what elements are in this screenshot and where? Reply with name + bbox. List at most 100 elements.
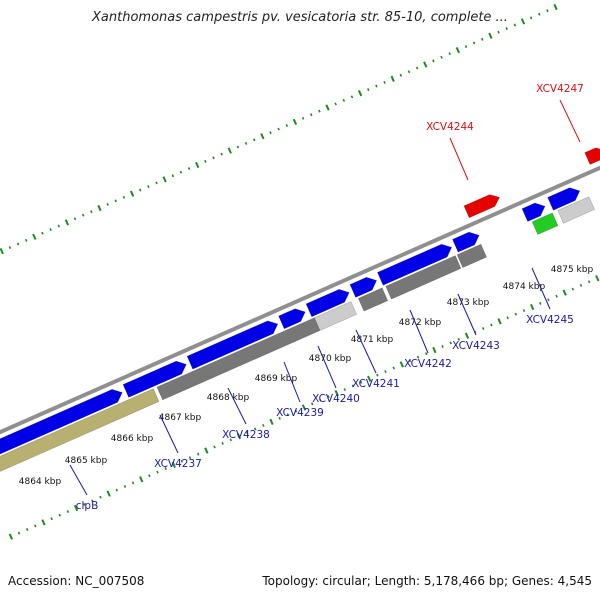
- cds-block: [377, 243, 453, 286]
- tick-mark: [229, 438, 233, 442]
- tick-mark: [171, 461, 176, 469]
- tick-mark: [319, 398, 322, 402]
- tick-mark: [50, 517, 53, 521]
- tick-mark: [57, 224, 60, 228]
- gene-label-layer: clpB XCV4237 XCV4238 XCV4239 XCV4240 XCV4241 X…: [69, 83, 584, 512]
- tick-mark: [285, 124, 289, 127]
- tick-mark: [115, 488, 119, 492]
- tick-mark: [571, 287, 575, 291]
- rna-block: [463, 194, 500, 219]
- gene-label: XCV4239: [276, 407, 324, 419]
- tick-mark: [81, 213, 85, 217]
- tick-mark: [292, 118, 298, 126]
- gene-leader-line: [355, 329, 377, 374]
- tick-mark: [90, 210, 93, 214]
- tick-mark: [457, 337, 461, 341]
- cds-block: [0, 389, 123, 455]
- tick-mark: [8, 246, 12, 250]
- tick-mark: [252, 138, 256, 142]
- tick-label: 4871 kbp: [351, 335, 394, 345]
- tick-mark: [472, 41, 476, 45]
- tick-mark: [482, 327, 485, 330]
- tick-mark: [155, 181, 158, 185]
- tick-mark: [555, 294, 558, 298]
- tick-label: 4870 kbp: [309, 354, 352, 364]
- tick-mark: [82, 502, 86, 506]
- tick-mark: [213, 445, 216, 449]
- tick-mark: [390, 75, 395, 82]
- gene-label: XCV4245: [526, 314, 574, 326]
- gene-label: XCV4243: [452, 340, 500, 352]
- cds-block: [349, 276, 378, 298]
- tick-mark: [425, 352, 428, 356]
- tick-mark: [375, 84, 378, 88]
- gene-label: XCV4237: [154, 458, 202, 470]
- tick-mark: [187, 167, 191, 171]
- cds-block: [452, 231, 480, 253]
- tick-mark: [311, 402, 314, 406]
- tick-mark: [294, 409, 298, 413]
- tick-mark: [32, 233, 37, 240]
- tick-mark: [497, 30, 500, 34]
- genome-backbone: [0, 165, 600, 435]
- tick-mark: [34, 524, 37, 528]
- cds-block: [305, 289, 350, 318]
- tick-mark: [73, 217, 77, 221]
- tick-mark: [490, 323, 493, 327]
- tick-mark: [64, 219, 70, 226]
- tick-mark: [138, 188, 142, 192]
- highlight-gene-block: [0, 388, 160, 472]
- tick-mark: [66, 510, 70, 514]
- tick-mark: [236, 433, 242, 440]
- gene-label: XCV4244: [426, 121, 474, 133]
- tick-mark: [505, 27, 508, 31]
- tick-mark: [41, 519, 46, 526]
- tick-mark: [325, 104, 330, 111]
- tick-mark: [260, 133, 265, 140]
- tick-mark: [286, 413, 290, 417]
- tick-mark: [506, 316, 509, 320]
- tick-mark: [359, 380, 363, 384]
- tick-mark: [16, 242, 20, 246]
- tick-label: 4867 kbp: [159, 413, 202, 423]
- tick-mark: [17, 531, 21, 535]
- tick-mark: [277, 127, 280, 131]
- tick-mark: [195, 161, 200, 169]
- gene-label: XCV4242: [404, 358, 452, 370]
- tick-mark: [129, 190, 135, 197]
- tick-mark: [343, 388, 347, 392]
- gene-leader-line: [159, 414, 179, 454]
- tick-mark: [553, 3, 558, 11]
- tick-mark: [114, 199, 118, 203]
- tick-mark: [376, 373, 379, 377]
- tick-mark: [529, 16, 533, 20]
- pseudo-block: [156, 317, 321, 401]
- tick-mark: [196, 452, 200, 456]
- tick-label-layer: 4864 kbp 4865 kbp 4866 kbp 4867 kbp 4868 kbp…: [19, 265, 594, 487]
- backbone-layer: [0, 165, 600, 435]
- tick-mark: [547, 298, 550, 302]
- tick-mark: [423, 61, 428, 68]
- tick-mark: [318, 109, 321, 113]
- tick-mark: [131, 481, 135, 485]
- tick-mark: [399, 361, 404, 368]
- tick-mark: [262, 423, 265, 427]
- tick-mark: [448, 52, 451, 56]
- tick-mark: [162, 176, 167, 183]
- tick-mark: [440, 55, 443, 59]
- tick-mark: [520, 18, 526, 25]
- tick-mark: [49, 228, 52, 232]
- tick-label: 4873 kbp: [447, 298, 490, 308]
- tick-mark: [497, 318, 502, 325]
- tick-mark: [513, 23, 517, 27]
- misc-block: [531, 212, 559, 235]
- tick-mark: [0, 247, 4, 255]
- tick-mark: [41, 231, 44, 235]
- tick-mark: [204, 159, 207, 163]
- tick-label: 4864 kbp: [19, 477, 62, 487]
- gene-leader-line: [409, 309, 429, 354]
- tick-mark: [301, 404, 307, 411]
- gene-label: XCV4240: [312, 393, 360, 405]
- pseudo-block: [456, 243, 487, 269]
